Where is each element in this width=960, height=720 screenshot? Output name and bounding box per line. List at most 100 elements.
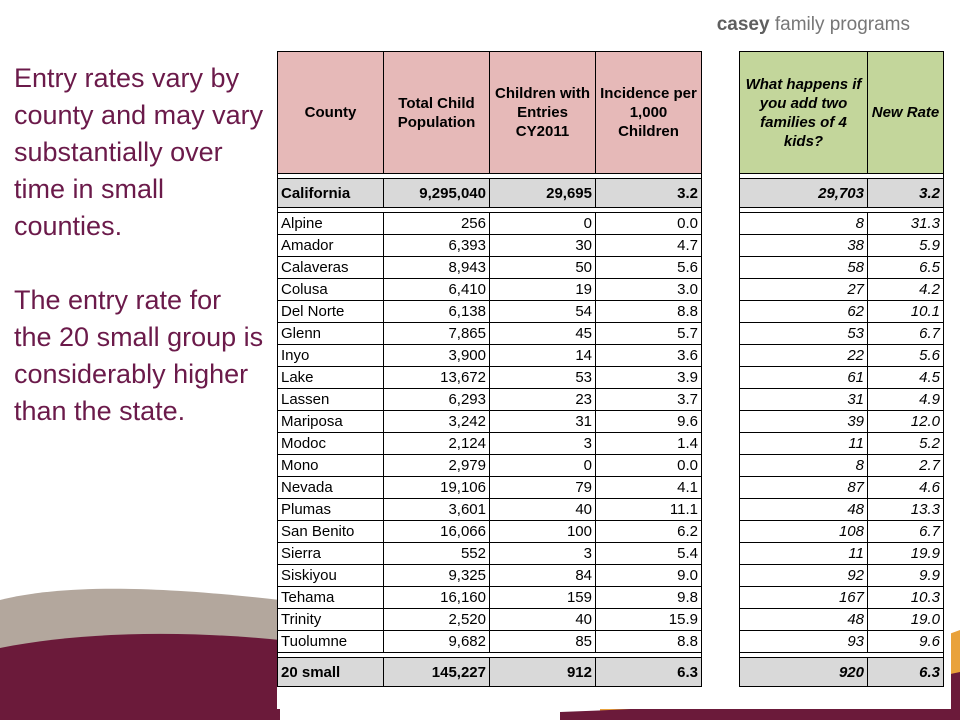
table-row: Calaveras 8,943 50 5.6 58 6.5 <box>277 256 944 279</box>
cell-county: Amador <box>277 234 384 257</box>
cell-new-rate: 19.0 <box>867 608 944 631</box>
paragraph-small-group: The entry rate for the 20 small group is… <box>14 285 264 426</box>
table-row: Siskiyou 9,325 84 9.0 92 9.9 <box>277 564 944 587</box>
cell-entries: 40 <box>489 498 596 521</box>
cell-what-if: 48 <box>739 608 868 631</box>
header-new-rate: New Rate <box>867 51 944 174</box>
cell-county: Tehama <box>277 586 384 609</box>
cell-what-if: 31 <box>739 388 868 411</box>
column-gap <box>701 51 740 174</box>
cell-population: 7,865 <box>383 322 490 345</box>
cell-population: 8,943 <box>383 256 490 279</box>
cell-what-if: 53 <box>739 322 868 345</box>
cell-entries: 54 <box>489 300 596 323</box>
cell-population: 2,979 <box>383 454 490 477</box>
cell-incidence: 8.8 <box>595 630 702 653</box>
cell-new-rate: 4.6 <box>867 476 944 499</box>
cell-what-if: 8 <box>739 212 868 235</box>
cell-entries: 79 <box>489 476 596 499</box>
cell-population: 3,242 <box>383 410 490 433</box>
cell-what-if: 27 <box>739 278 868 301</box>
cell-population: 6,393 <box>383 234 490 257</box>
cell-entries: 84 <box>489 564 596 587</box>
table-row: Mono 2,979 0 0.0 8 2.7 <box>277 454 944 477</box>
slide-text: Entry rates vary by county and may vary … <box>14 60 264 430</box>
table-row: Del Norte 6,138 54 8.8 62 10.1 <box>277 300 944 323</box>
county-entry-rates-table: County Total Child Population Children w… <box>277 51 944 687</box>
cell-new-rate: 4.9 <box>867 388 944 411</box>
cell-what-if: 62 <box>739 300 868 323</box>
cell-entries: 3 <box>489 432 596 455</box>
cell-population: 19,106 <box>383 476 490 499</box>
table-row: Sierra 552 3 5.4 11 19.9 <box>277 542 944 565</box>
cell-what-if: 8 <box>739 454 868 477</box>
cell-what-if: 48 <box>739 498 868 521</box>
cell-new-rate: 2.7 <box>867 454 944 477</box>
cell-new-rate: 31.3 <box>867 212 944 235</box>
cell-entries: 45 <box>489 322 596 345</box>
cell-new-rate: 6.5 <box>867 256 944 279</box>
cell-county: Siskiyou <box>277 564 384 587</box>
cell-population: 6,138 <box>383 300 490 323</box>
state-row: California 9,295,040 29,695 3.2 29,703 3… <box>277 178 944 208</box>
paragraph-entry-rates: Entry rates vary by county and may vary … <box>14 63 264 241</box>
cell-population: 9,325 <box>383 564 490 587</box>
cell-county: Inyo <box>277 344 384 367</box>
cell-entries: 19 <box>489 278 596 301</box>
cell-new-rate: 5.9 <box>867 234 944 257</box>
state-county: California <box>277 178 384 208</box>
table-row: Nevada 19,106 79 4.1 87 4.6 <box>277 476 944 499</box>
cell-new-rate: 6.7 <box>867 520 944 543</box>
table-row: Modoc 2,124 3 1.4 11 5.2 <box>277 432 944 455</box>
cell-entries: 23 <box>489 388 596 411</box>
cell-incidence: 3.7 <box>595 388 702 411</box>
cell-incidence: 5.6 <box>595 256 702 279</box>
cell-what-if: 92 <box>739 564 868 587</box>
cell-county: Nevada <box>277 476 384 499</box>
cell-population: 16,066 <box>383 520 490 543</box>
table-row: San Benito 16,066 100 6.2 108 6.7 <box>277 520 944 543</box>
county-rows: Alpine 256 0 0.0 8 31.3 Amador 6,393 30 4.7 38 5.9 C… <box>277 212 944 653</box>
cell-population: 2,520 <box>383 608 490 631</box>
table-row: Tehama 16,160 159 9.8 167 10.3 <box>277 586 944 609</box>
cell-what-if: 108 <box>739 520 868 543</box>
cell-entries: 40 <box>489 608 596 631</box>
cell-what-if: 11 <box>739 542 868 565</box>
cell-entries: 31 <box>489 410 596 433</box>
cell-population: 2,124 <box>383 432 490 455</box>
table-row: Alpine 256 0 0.0 8 31.3 <box>277 212 944 235</box>
cell-what-if: 167 <box>739 586 868 609</box>
cell-entries: 53 <box>489 366 596 389</box>
cell-population: 3,900 <box>383 344 490 367</box>
cell-incidence: 9.6 <box>595 410 702 433</box>
header-row: County Total Child Population Children w… <box>277 51 944 174</box>
table-row: Amador 6,393 30 4.7 38 5.9 <box>277 234 944 257</box>
cell-new-rate: 12.0 <box>867 410 944 433</box>
cell-new-rate: 19.9 <box>867 542 944 565</box>
cell-entries: 30 <box>489 234 596 257</box>
table-row: Lassen 6,293 23 3.7 31 4.9 <box>277 388 944 411</box>
total-county: 20 small <box>277 657 384 687</box>
cell-incidence: 3.0 <box>595 278 702 301</box>
cell-county: Mariposa <box>277 410 384 433</box>
cell-incidence: 15.9 <box>595 608 702 631</box>
cell-incidence: 4.1 <box>595 476 702 499</box>
cell-what-if: 38 <box>739 234 868 257</box>
cell-population: 256 <box>383 212 490 235</box>
cell-county: Tuolumne <box>277 630 384 653</box>
cell-incidence: 3.9 <box>595 366 702 389</box>
cell-county: Trinity <box>277 608 384 631</box>
cell-incidence: 6.2 <box>595 520 702 543</box>
cell-county: Calaveras <box>277 256 384 279</box>
header-population: Total Child Population <box>383 51 490 174</box>
cell-entries: 14 <box>489 344 596 367</box>
header-incidence: Incidence per 1,000 Children <box>595 51 702 174</box>
cell-what-if: 58 <box>739 256 868 279</box>
table-row: Mariposa 3,242 31 9.6 39 12.0 <box>277 410 944 433</box>
table-row: Plumas 3,601 40 11.1 48 13.3 <box>277 498 944 521</box>
cell-what-if: 39 <box>739 410 868 433</box>
cell-county: Mono <box>277 454 384 477</box>
casey-family-programs-logo: casey family programs <box>716 14 910 35</box>
cell-incidence: 5.7 <box>595 322 702 345</box>
